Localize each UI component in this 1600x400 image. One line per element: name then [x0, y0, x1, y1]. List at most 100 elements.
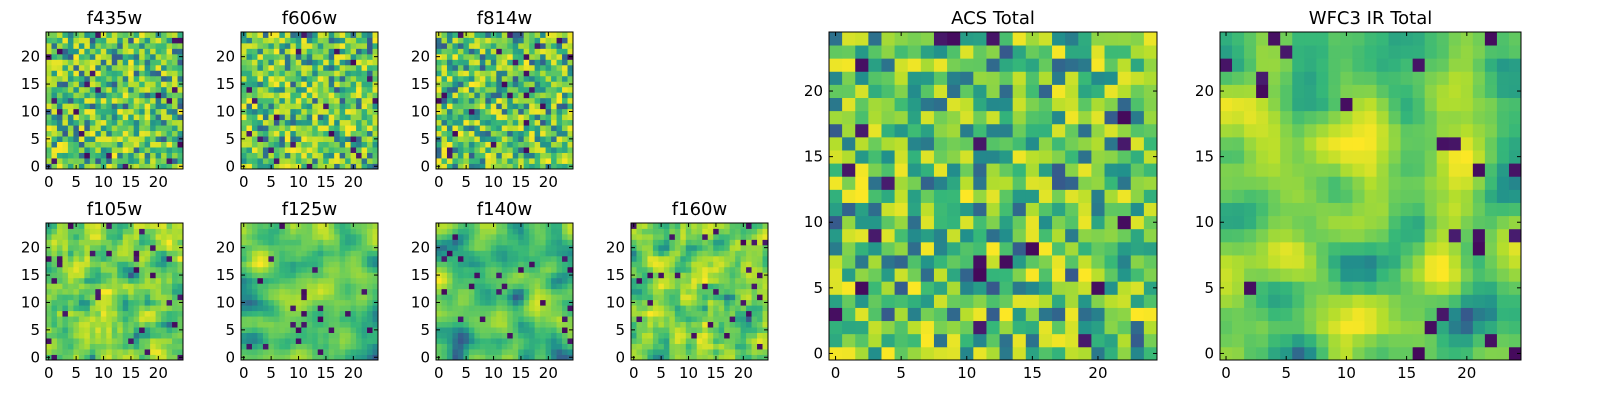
heatmap-cell — [641, 343, 648, 350]
heatmap-cell — [100, 321, 107, 328]
heatmap-cell — [356, 125, 362, 132]
heatmap-cell — [251, 59, 258, 66]
heatmap-cell — [78, 158, 85, 164]
heatmap-cell — [534, 141, 541, 148]
heatmap-cell — [567, 130, 574, 137]
heatmap-cell — [111, 321, 118, 328]
heatmap-cell — [56, 86, 63, 93]
y-tick-label: 20 — [21, 48, 40, 66]
heatmap-cell — [111, 163, 118, 170]
heatmap-cell — [150, 305, 156, 312]
heatmap-cell — [551, 332, 557, 339]
heatmap-cell — [718, 299, 725, 306]
heatmap-cell — [960, 189, 974, 203]
heatmap-cell — [1130, 255, 1145, 269]
heatmap-cell — [133, 147, 140, 153]
heatmap-cell — [62, 255, 69, 262]
heatmap-cell — [144, 48, 151, 55]
heatmap-cell — [62, 266, 69, 273]
heatmap-cell — [529, 158, 536, 164]
heatmap-cell — [436, 266, 442, 273]
heatmap-cell — [251, 163, 258, 170]
heatmap-cell — [512, 64, 519, 71]
heatmap-cell — [556, 86, 563, 93]
heatmap-cell — [707, 327, 714, 333]
heatmap-cell — [485, 343, 492, 350]
heatmap-cell — [89, 42, 96, 49]
heatmap-cell — [56, 277, 63, 284]
heatmap-cell — [279, 114, 286, 121]
heatmap-cell — [144, 64, 151, 71]
heatmap-cell — [468, 321, 475, 328]
heatmap-cell — [273, 136, 280, 142]
heatmap-cell — [523, 103, 530, 110]
heatmap-cell — [100, 119, 107, 126]
heatmap-cell — [702, 228, 709, 235]
heatmap-cell — [540, 114, 546, 121]
heatmap-cell — [468, 349, 475, 355]
heatmap-cell — [139, 103, 146, 110]
heatmap-cell — [177, 42, 184, 49]
heatmap-cell — [691, 349, 698, 355]
heatmap-cell — [702, 299, 709, 306]
heatmap-cell — [361, 158, 368, 164]
heatmap-cell — [740, 261, 747, 268]
heatmap-cell — [241, 75, 247, 82]
heatmap-cell — [545, 332, 552, 339]
heatmap-cell — [356, 163, 362, 170]
heatmap-cell — [295, 147, 302, 153]
heatmap-cell — [155, 338, 162, 344]
heatmap-cell — [457, 86, 464, 93]
heatmap-cell — [128, 70, 135, 77]
heatmap-cell — [479, 288, 486, 295]
heatmap-cell — [441, 223, 448, 229]
heatmap-cell — [529, 86, 536, 93]
heatmap-cell — [669, 228, 676, 235]
heatmap-cell — [172, 92, 178, 99]
heatmap-cell — [312, 244, 319, 251]
heatmap-cell — [663, 277, 670, 284]
heatmap-cell — [436, 152, 442, 159]
y-tick-label: 10 — [21, 102, 40, 120]
heatmap-cell — [496, 277, 503, 284]
heatmap-cell — [501, 42, 508, 49]
heatmap-cell — [1065, 215, 1079, 230]
heatmap-cell — [273, 32, 280, 38]
heatmap-cell — [1091, 202, 1105, 217]
heatmap-cell — [501, 239, 508, 246]
heatmap-cell — [973, 176, 987, 190]
heatmap-cell — [295, 97, 302, 104]
heatmap-cell — [161, 81, 167, 88]
heatmap-cell — [133, 299, 140, 306]
heatmap-cell — [534, 316, 541, 323]
heatmap-cell — [361, 349, 368, 355]
heatmap-cell — [301, 261, 308, 268]
heatmap-cell — [128, 261, 135, 268]
heatmap-cell — [100, 86, 107, 93]
heatmap-cell — [78, 239, 85, 246]
heatmap-cell — [268, 141, 275, 148]
heatmap-cell — [680, 343, 687, 350]
heatmap-cell — [518, 233, 525, 240]
heatmap-cell — [51, 349, 58, 355]
heatmap-cell — [868, 202, 882, 217]
heatmap-cell — [301, 59, 308, 66]
heatmap-cell — [51, 81, 58, 88]
heatmap-cell — [540, 310, 546, 317]
heatmap-cell — [334, 108, 341, 115]
heatmap-cell — [328, 228, 335, 235]
heatmap-cell — [246, 321, 253, 328]
heatmap-cell — [133, 349, 140, 355]
heatmap-cell — [328, 108, 335, 115]
heatmap-cell — [367, 250, 373, 257]
heatmap-cell — [485, 42, 492, 49]
heatmap-cell — [691, 261, 698, 268]
heatmap-cell — [155, 283, 162, 290]
heatmap-cell — [56, 103, 63, 110]
heatmap-cell — [323, 53, 330, 60]
y-tick-label: 15 — [21, 266, 40, 284]
heatmap-cell — [479, 343, 486, 350]
heatmap-cell — [986, 307, 1000, 322]
heatmap-cell — [172, 327, 178, 333]
